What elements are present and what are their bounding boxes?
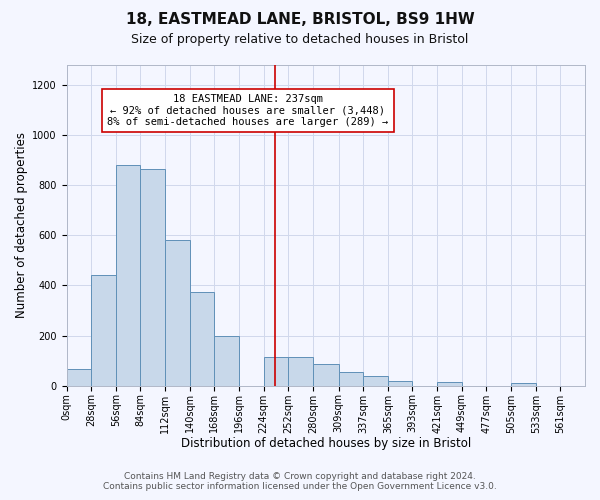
- Bar: [313, 364, 338, 386]
- Text: Contains public sector information licensed under the Open Government Licence v3: Contains public sector information licen…: [103, 482, 497, 491]
- Bar: [388, 380, 412, 386]
- Bar: [263, 357, 289, 386]
- X-axis label: Distribution of detached houses by size in Bristol: Distribution of detached houses by size …: [181, 437, 471, 450]
- Bar: [116, 165, 140, 386]
- Bar: [363, 376, 388, 386]
- Text: Contains HM Land Registry data © Crown copyright and database right 2024.: Contains HM Land Registry data © Crown c…: [124, 472, 476, 481]
- Bar: [165, 240, 190, 386]
- Bar: [511, 383, 536, 386]
- Bar: [190, 292, 214, 386]
- Bar: [437, 382, 462, 386]
- Bar: [214, 336, 239, 386]
- Text: 18 EASTMEAD LANE: 237sqm
← 92% of detached houses are smaller (3,448)
8% of semi: 18 EASTMEAD LANE: 237sqm ← 92% of detach…: [107, 94, 389, 127]
- Bar: [140, 169, 165, 386]
- Text: Size of property relative to detached houses in Bristol: Size of property relative to detached ho…: [131, 32, 469, 46]
- Bar: [91, 276, 116, 386]
- Bar: [67, 370, 91, 386]
- Bar: [338, 372, 363, 386]
- Text: 18, EASTMEAD LANE, BRISTOL, BS9 1HW: 18, EASTMEAD LANE, BRISTOL, BS9 1HW: [125, 12, 475, 28]
- Y-axis label: Number of detached properties: Number of detached properties: [15, 132, 28, 318]
- Bar: [289, 357, 313, 386]
